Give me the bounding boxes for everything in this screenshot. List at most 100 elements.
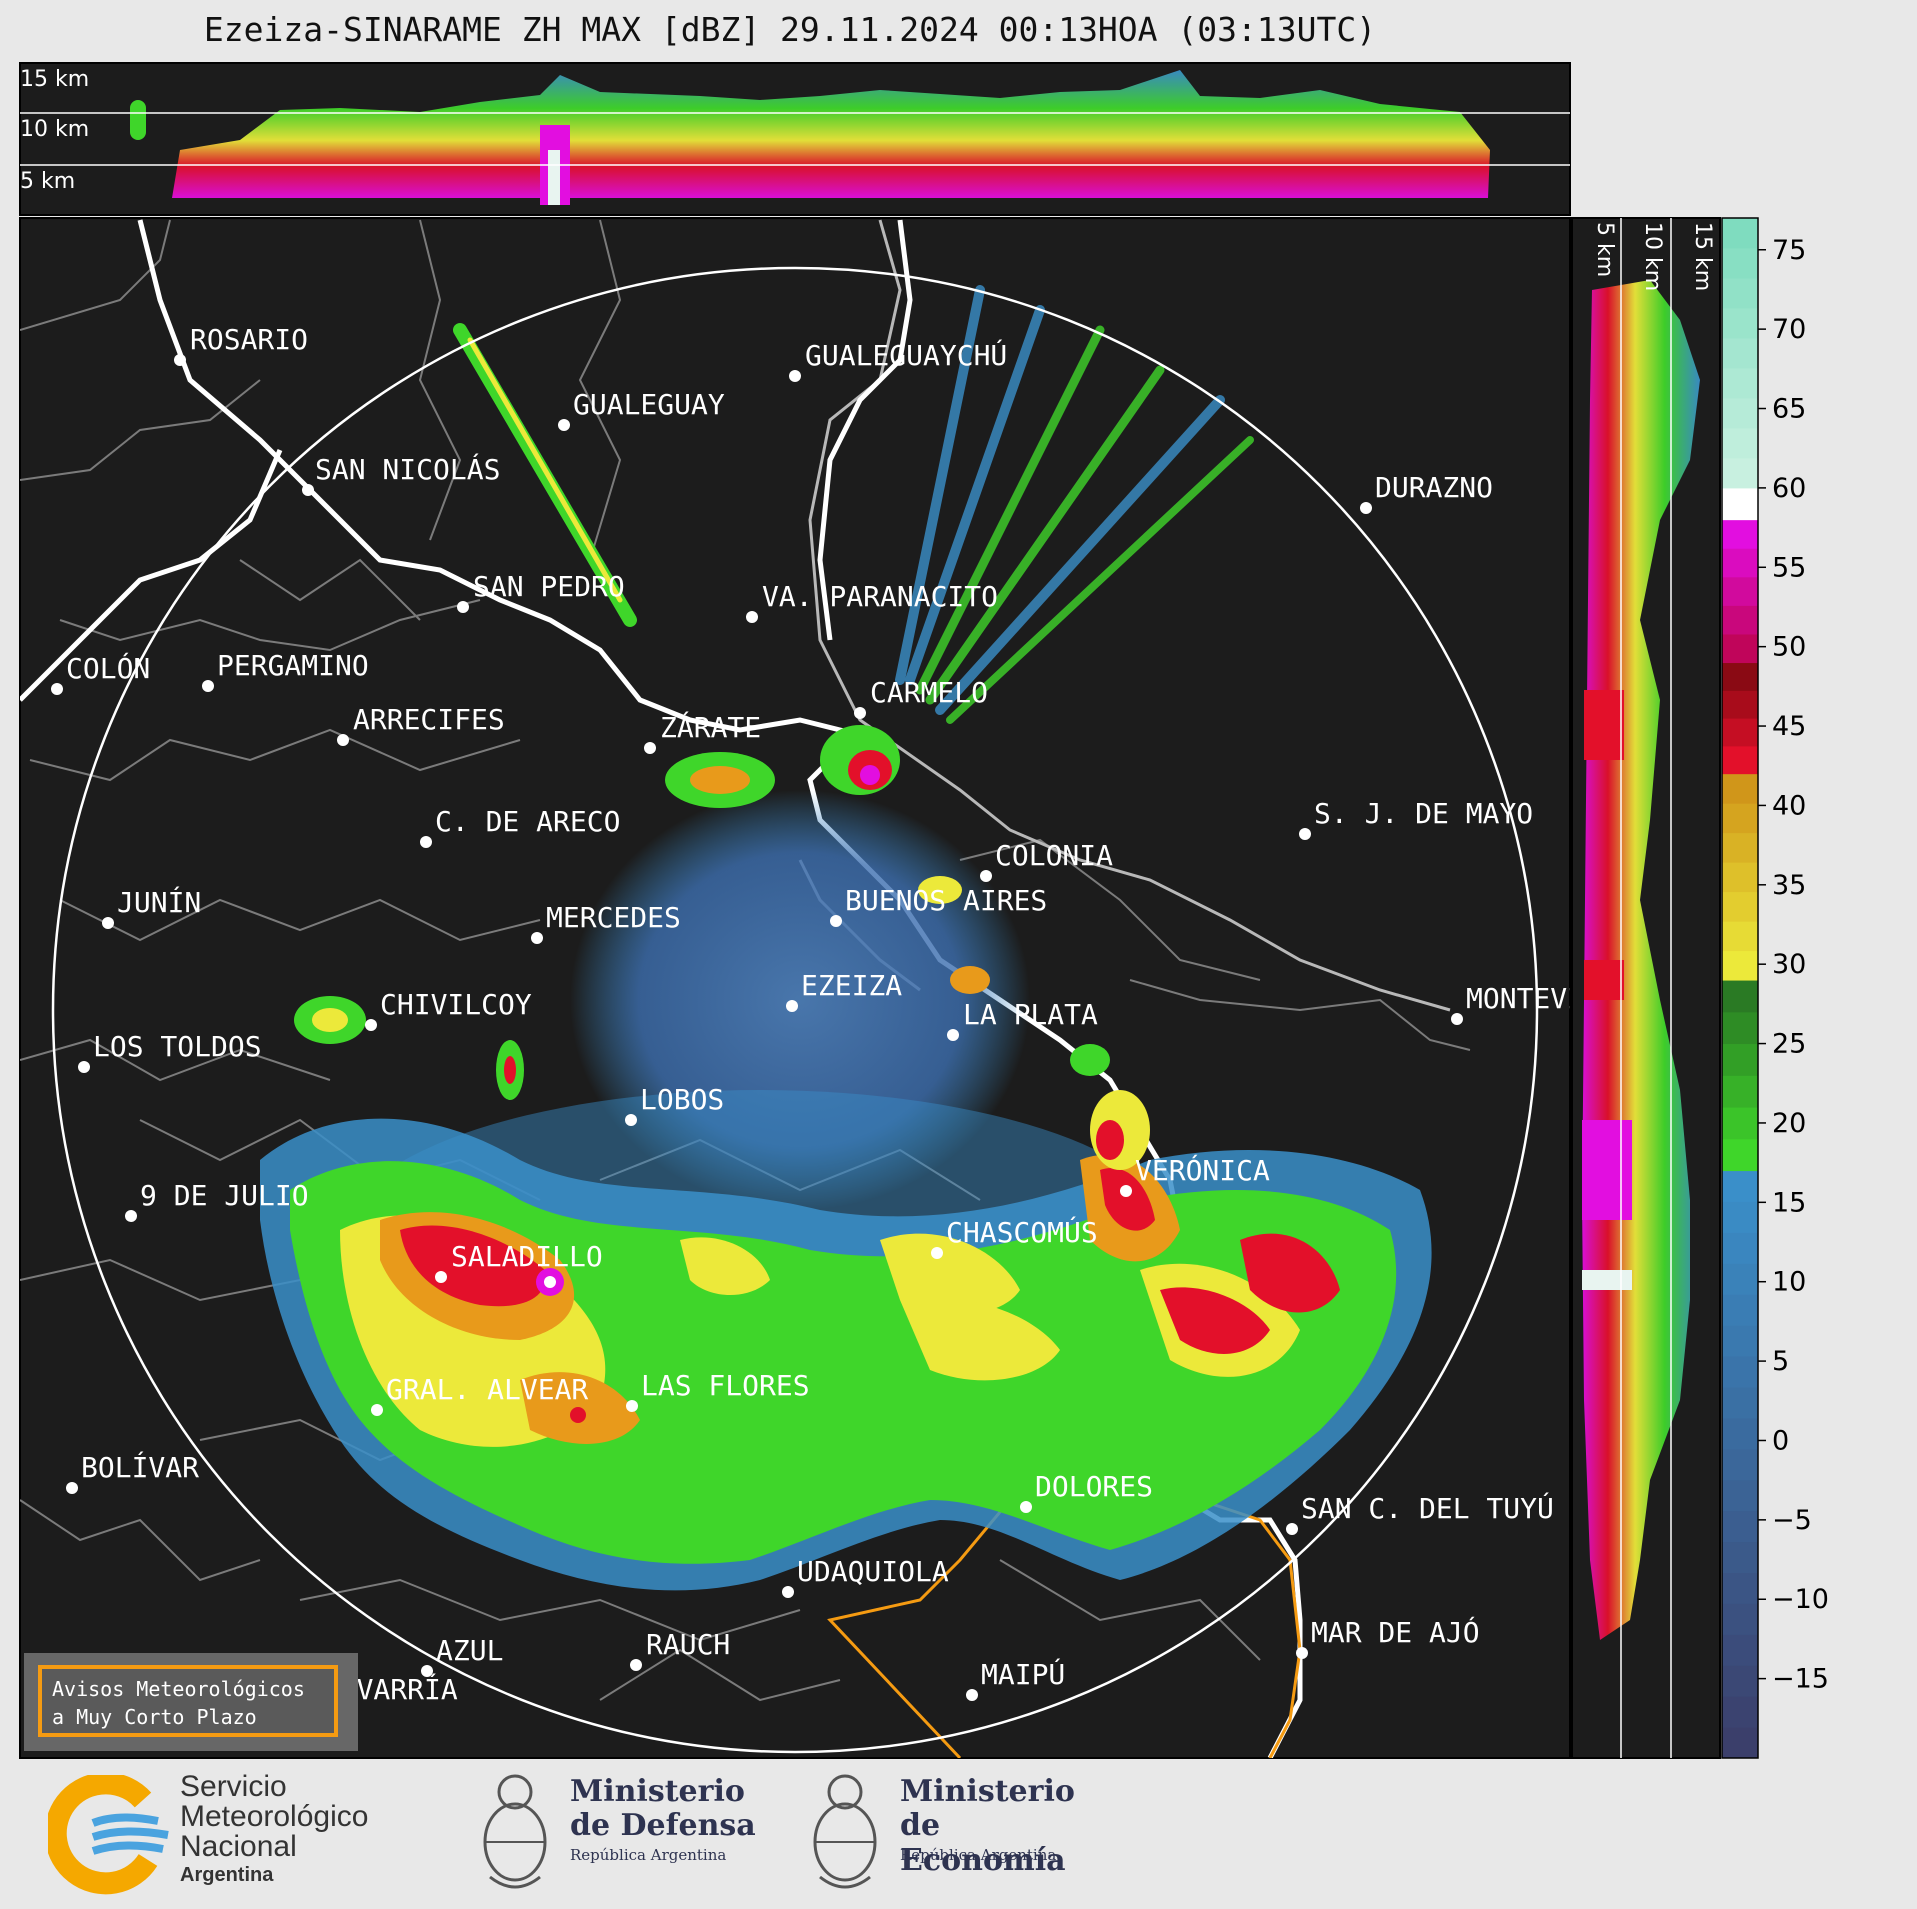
colorbar-bin xyxy=(1722,1727,1758,1759)
colorbar-tick-label: 30 xyxy=(1772,949,1806,980)
colorbar-bin xyxy=(1722,1417,1758,1450)
city-label-bolivar: BOLÍVAR xyxy=(81,1450,199,1484)
top-height-label-15km: 15 km xyxy=(20,67,89,92)
colorbar-bin xyxy=(1722,1665,1758,1697)
colorbar-tick-label: 45 xyxy=(1772,711,1806,742)
city-label-gral-alvear: GRAL. ALVEAR xyxy=(386,1373,588,1406)
colorbar-tick-label: 15 xyxy=(1772,1187,1806,1218)
colorbar-bin xyxy=(1722,1043,1758,1076)
colorbar-bin xyxy=(1722,427,1758,459)
city-label-los-toldos: LOS TOLDOS xyxy=(93,1030,262,1063)
city-label-pergamino: PERGAMINO xyxy=(217,649,369,682)
colorbar-bin xyxy=(1722,1075,1758,1108)
side-height-label-10km: 10 km xyxy=(1640,222,1665,291)
city-label-la-plata: LA PLATA xyxy=(963,998,1098,1031)
storm-band xyxy=(260,1118,1432,1591)
coat-of-arms-icon xyxy=(813,1774,877,1889)
city-label-montevideo: MONTEVIDEO xyxy=(1466,982,1635,1015)
colorbar-tick-label: 40 xyxy=(1772,790,1806,821)
colorbar-tick-label: −15 xyxy=(1772,1664,1829,1695)
warning-box[interactable]: Avisos Meteorológicos a Muy Corto Plazo xyxy=(38,1665,338,1737)
smn-name-line3: Nacional xyxy=(180,1830,297,1863)
storm-cells-north xyxy=(294,725,1150,1170)
colorbar-bin xyxy=(1722,1294,1758,1326)
top-cross-section-panel: 15 km 10 km 5 km xyxy=(19,62,1571,216)
warning-box-line1: Avisos Meteorológicos xyxy=(52,1677,305,1701)
colorbar-bin xyxy=(1722,605,1758,635)
colorbar-bin xyxy=(1722,950,1758,981)
colorbar-bin xyxy=(1722,1138,1758,1172)
warning-box-line2: a Muy Corto Plazo xyxy=(52,1705,257,1729)
city-label-san-c-del-tuyu: SAN C. DEL TUYÚ xyxy=(1301,1491,1554,1525)
city-label-c-de-areco: C. DE ARECO xyxy=(435,805,620,838)
colorbar-tick-label: 25 xyxy=(1772,1029,1806,1060)
colorbar-bin xyxy=(1722,1603,1758,1635)
city-label-rauch: RAUCH xyxy=(646,1628,730,1661)
city-label-las-flores: LAS FLORES xyxy=(641,1369,810,1402)
colorbar-bin xyxy=(1722,803,1758,834)
colorbar-bin xyxy=(1722,1479,1758,1512)
colorbar-bin xyxy=(1722,1011,1758,1045)
colorbar-tick-label: 70 xyxy=(1772,314,1806,345)
colorbar-bin xyxy=(1722,1170,1758,1202)
top-echo-profile xyxy=(172,70,1490,198)
colorbar-bin xyxy=(1722,773,1758,804)
city-label-arrecifes: ARRECIFES xyxy=(353,703,505,736)
city-label-saladillo: SALADILLO xyxy=(451,1240,603,1273)
city-label-sj-de-mayo: S. J. DE MAYO xyxy=(1314,797,1533,830)
colorbar-bin xyxy=(1722,1510,1758,1543)
city-label-dolores: DOLORES xyxy=(1035,1470,1153,1503)
colorbar-bin xyxy=(1722,1325,1758,1357)
defensa-line1: Ministerio xyxy=(570,1774,745,1809)
colorbar-bin xyxy=(1722,307,1758,339)
colorbar-tick-label: 10 xyxy=(1772,1267,1806,1298)
city-label-colonia: COLONIA xyxy=(995,839,1113,872)
colorbar-tick-label: 55 xyxy=(1772,552,1806,583)
economia-line1: Ministerio xyxy=(900,1774,1075,1809)
colorbar-bin xyxy=(1722,247,1758,279)
city-label-rosario: ROSARIO xyxy=(190,323,308,356)
city-label-gualeguay: GUALEGUAY xyxy=(573,388,725,421)
colorbar-bin xyxy=(1722,718,1758,747)
echo-light-region xyxy=(570,790,1030,1210)
city-label-lobos: LOBOS xyxy=(640,1083,724,1116)
colorbar-bin xyxy=(1722,548,1758,578)
colorbar-bin xyxy=(1722,745,1758,775)
city-label-udaquiola: UDAQUIOLA xyxy=(797,1555,949,1588)
economia-line2: de Economía xyxy=(900,1808,1066,1878)
colorbar-bin xyxy=(1722,862,1758,893)
colorbar-bin xyxy=(1722,1263,1758,1295)
colorbar-bin xyxy=(1722,1541,1758,1573)
top-height-label-5km: 5 km xyxy=(20,169,75,194)
colorbar-bin xyxy=(1722,277,1758,309)
colorbar-bin xyxy=(1722,1634,1758,1666)
defensa-line3: República Argentina xyxy=(570,1846,727,1864)
colorbar-tick-label: −5 xyxy=(1772,1505,1812,1536)
city-label-ezeiza: EZEIZA xyxy=(801,969,902,1002)
chart-title: Ezeiza-SINARAME ZH MAX [dBZ] 29.11.2024 … xyxy=(203,10,1377,49)
colorbar-bin xyxy=(1722,891,1758,922)
colorbar-bin xyxy=(1722,487,1758,521)
clutter-spikes xyxy=(453,285,1254,724)
colorbar-bin xyxy=(1722,1448,1758,1481)
smn-logo: Servicio Meteorológico Nacional Argentin… xyxy=(48,1760,408,1900)
city-label-9-de-julio: 9 DE JULIO xyxy=(140,1179,309,1212)
side-height-label-5km: 5 km xyxy=(1592,222,1617,277)
colorbar-bin xyxy=(1722,576,1758,606)
city-label-gualeguaychu: GUALEGUAYCHÚ xyxy=(805,338,1007,372)
city-label-san-pedro: SAN PEDRO xyxy=(473,570,625,603)
smn-name-line4: Argentina xyxy=(180,1864,274,1886)
city-label-san-nicolas: SAN NICOLÁS xyxy=(315,452,500,486)
city-label-colon: COLÓN xyxy=(66,651,150,685)
smn-emblem-icon xyxy=(48,1775,169,1895)
colorbar-bin xyxy=(1722,980,1758,1013)
top-height-label-10km: 10 km xyxy=(20,117,89,142)
smn-name-line2: Meteorológico xyxy=(180,1800,369,1833)
colorbar-bin xyxy=(1722,1201,1758,1233)
city-label-zarate: ZÁRATE xyxy=(660,710,761,744)
colorbar-tick-label: 5 xyxy=(1772,1346,1789,1377)
colorbar-bin xyxy=(1722,690,1758,719)
city-label-carmelo: CARMELO xyxy=(870,676,988,709)
coat-of-arms-icon xyxy=(483,1774,547,1889)
